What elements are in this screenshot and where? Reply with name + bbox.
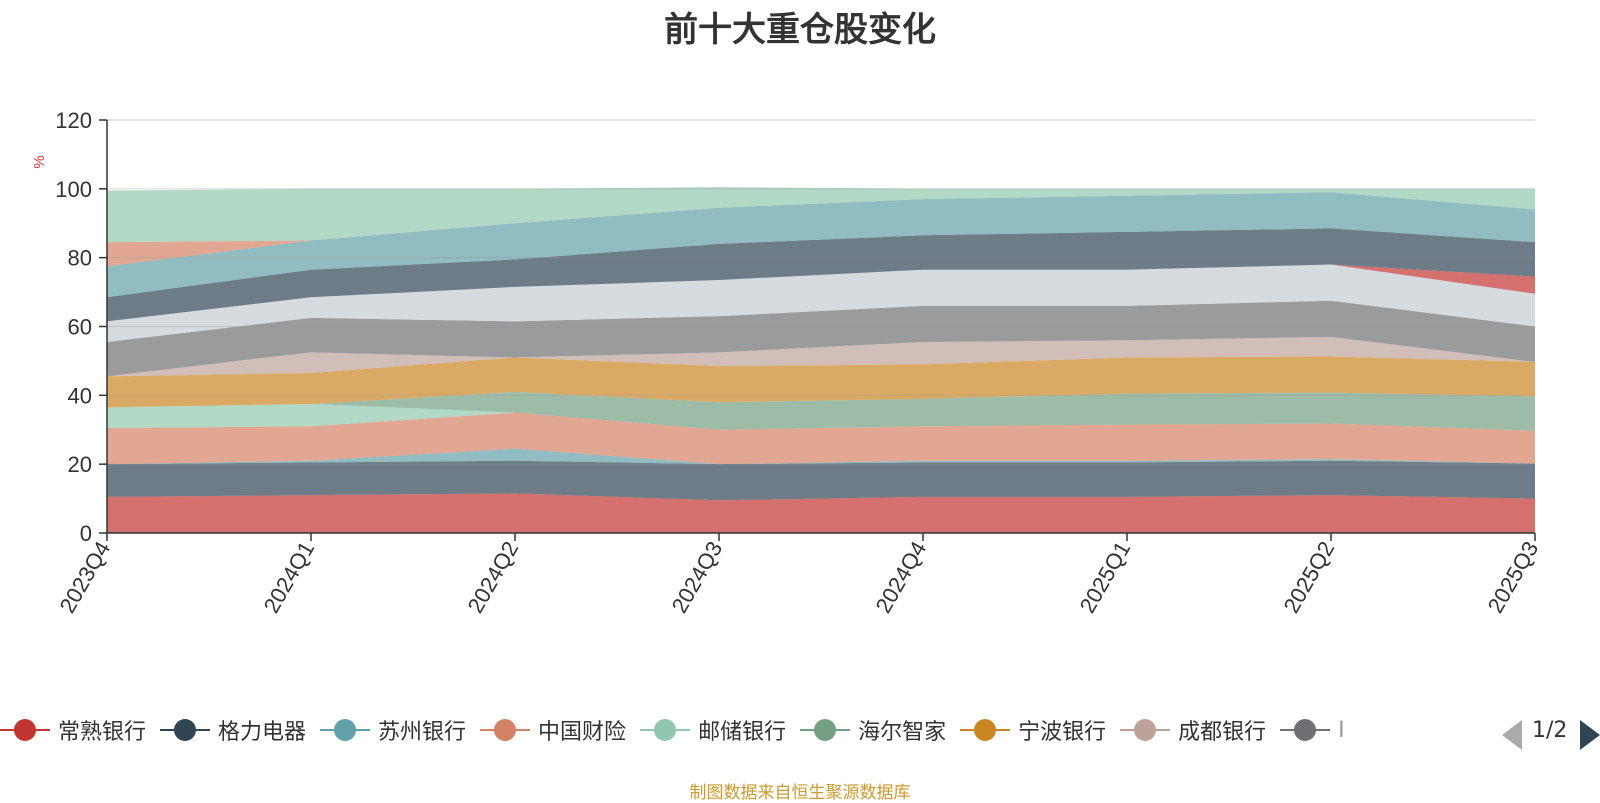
area-series-11 bbox=[107, 264, 1535, 322]
legend-page-indicator: 1/2 bbox=[1532, 718, 1568, 743]
y-tick-label: 100 bbox=[55, 177, 92, 202]
y-tick-label: 0 bbox=[80, 521, 92, 546]
y-tick-label: 20 bbox=[68, 452, 92, 477]
x-tick-label: 2025Q3 bbox=[1483, 537, 1544, 617]
grid-layer bbox=[107, 119, 1535, 465]
legend-label: 中国财险 bbox=[538, 720, 627, 745]
area-series-7 bbox=[107, 356, 1535, 408]
legend-marker-icon bbox=[960, 718, 1011, 742]
legend-label: 海尔智家 bbox=[858, 720, 947, 745]
legend-marker-icon bbox=[1280, 718, 1331, 742]
legend: 常熟银行 格力电器 苏州银行 中国财险 邮储银行 海尔智家 宁波银行 成都银行 I bbox=[0, 712, 1500, 748]
x-tick-label: 2025Q1 bbox=[1075, 537, 1136, 617]
legend-item[interactable]: 常熟银行 bbox=[0, 712, 146, 748]
area-series-1 bbox=[107, 493, 1535, 533]
legend-marker-icon bbox=[800, 718, 851, 742]
y-tick-label: 80 bbox=[68, 246, 92, 271]
legend-marker-icon bbox=[640, 718, 691, 742]
legend-next-page-arrow-icon[interactable] bbox=[1580, 720, 1600, 750]
legend-marker-icon bbox=[320, 718, 371, 742]
legend-label: 常熟银行 bbox=[58, 720, 147, 745]
x-tick-label: 2024Q2 bbox=[463, 537, 524, 617]
legend-item[interactable]: 成都银行 bbox=[1120, 712, 1266, 748]
y-tick-label: 120 bbox=[55, 108, 92, 133]
legend-marker-icon bbox=[160, 718, 211, 742]
x-tick-label: 2025Q2 bbox=[1279, 537, 1340, 617]
legend-item[interactable]: 邮储银行 bbox=[640, 712, 786, 748]
area-series-5 bbox=[107, 403, 1535, 431]
areas-layer bbox=[107, 187, 1535, 533]
legend-label: 成都银行 bbox=[1178, 720, 1267, 745]
legend-item[interactable]: 海尔智家 bbox=[800, 712, 946, 748]
chart-title: 前十大重仓股变化 bbox=[664, 10, 936, 50]
legend-prev-page-arrow-icon[interactable] bbox=[1502, 720, 1522, 750]
legend-item[interactable]: 格力电器 bbox=[160, 712, 306, 748]
x-tick-label: 2024Q4 bbox=[871, 537, 932, 617]
legend-label: I bbox=[1338, 717, 1345, 743]
legend-label: 宁波银行 bbox=[1018, 720, 1107, 745]
x-tick-label: 2023Q4 bbox=[55, 537, 116, 617]
legend-marker-icon bbox=[1120, 718, 1171, 742]
legend-label: 格力电器 bbox=[218, 720, 307, 745]
legend-marker-icon bbox=[480, 718, 531, 742]
x-tick-label: 2024Q3 bbox=[667, 537, 728, 617]
area-series-8 bbox=[107, 336, 1535, 377]
data-source-note: 制图数据来自恒生聚源数据库 bbox=[689, 783, 911, 803]
y-tick-label: 40 bbox=[68, 383, 92, 408]
legend-label: 苏州银行 bbox=[378, 720, 467, 745]
area-series-9 bbox=[107, 300, 1535, 377]
x-tick-label: 2024Q1 bbox=[259, 537, 320, 617]
area-series-6 bbox=[107, 391, 1535, 431]
legend-item[interactable]: 中国财险 bbox=[480, 712, 626, 748]
area-series-4 bbox=[107, 412, 1535, 465]
legend-item[interactable]: 苏州银行 bbox=[320, 712, 466, 748]
area-series-10 bbox=[107, 264, 1535, 342]
area-series-15 bbox=[107, 187, 1535, 243]
area-series-13 bbox=[107, 192, 1535, 298]
legend-marker-icon bbox=[0, 718, 50, 742]
y-axis-unit-label: % bbox=[31, 155, 48, 168]
area-series-12 bbox=[107, 228, 1535, 322]
area-series-2 bbox=[107, 460, 1535, 501]
y-tick-label: 60 bbox=[68, 315, 92, 340]
stacked-area-chart: 0 20 40 60 80 100 120 2023Q4 2024Q1 2024Q2 2024Q3 2… bbox=[31, 108, 1544, 617]
legend-item[interactable]: I bbox=[1280, 712, 1345, 748]
legend-pager: 1/2 bbox=[1500, 716, 1600, 750]
legend-label: 邮储银行 bbox=[698, 720, 787, 745]
legend-item[interactable]: 宁波银行 bbox=[960, 712, 1106, 748]
